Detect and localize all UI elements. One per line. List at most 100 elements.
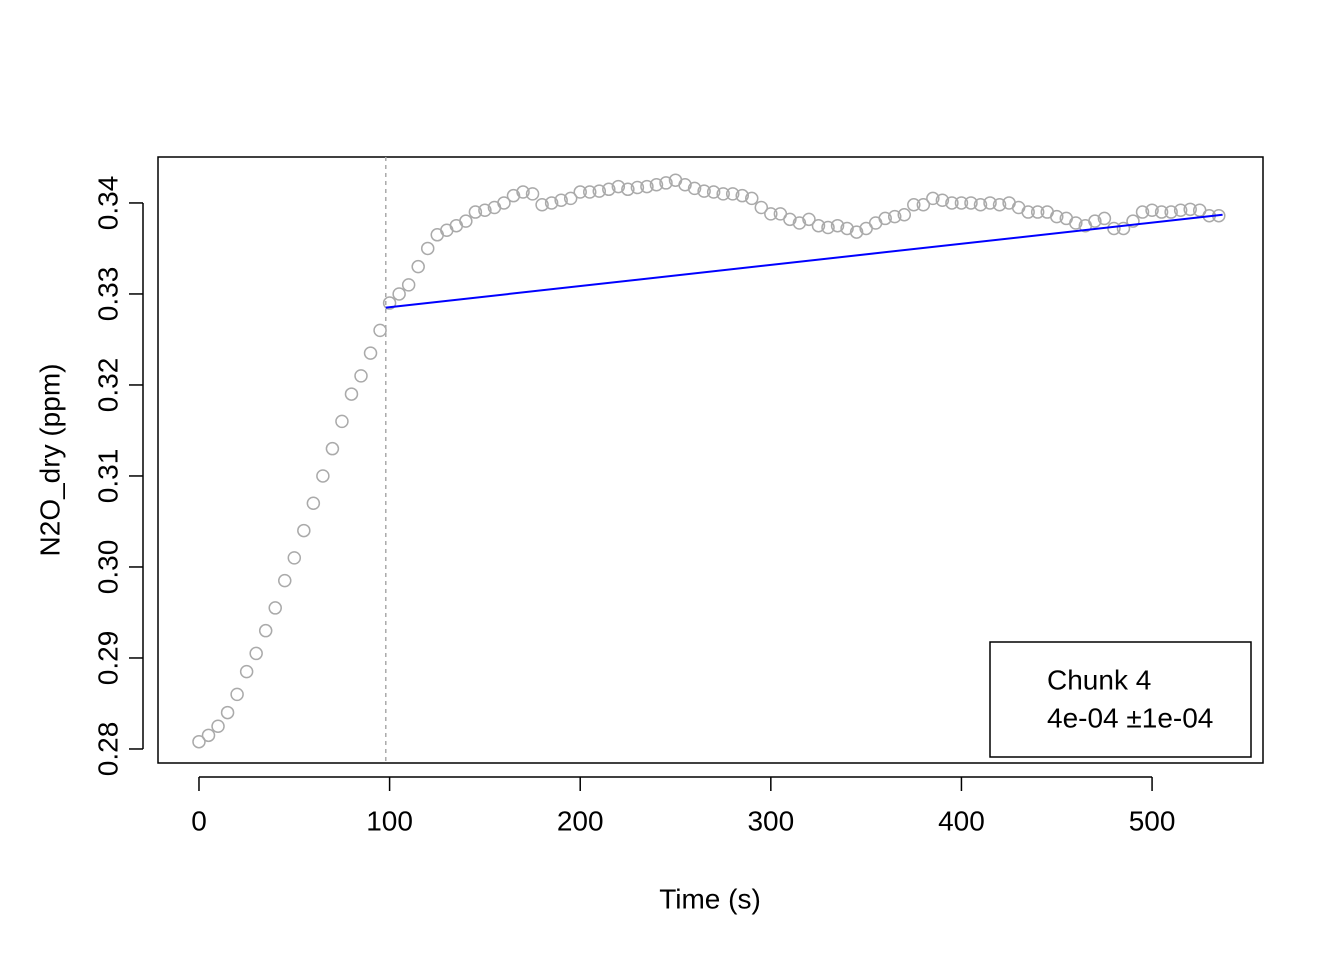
y-tick-label: 0.32: [92, 358, 123, 413]
legend-box: [989, 641, 1252, 758]
data-point: [1030, 205, 1045, 219]
data-point: [278, 573, 292, 588]
plot-box: [157, 156, 1264, 764]
data-point: [316, 469, 330, 483]
data-point: [764, 207, 778, 221]
data-point: [563, 191, 578, 206]
data-point: [954, 196, 969, 210]
data-point: [478, 203, 492, 217]
data-point: [887, 209, 902, 224]
data-point: [849, 225, 864, 239]
data-point: [544, 196, 559, 210]
data-point: [964, 196, 978, 210]
x-tick-label: 0: [191, 805, 207, 836]
data-point: [611, 179, 626, 194]
y-tick-label: 0.29: [92, 631, 123, 686]
data-point: [354, 369, 368, 383]
data-point: [754, 200, 769, 215]
legend-text: 4e-04 ±1e-04: [1047, 702, 1213, 733]
y-tick-label: 0.28: [92, 722, 123, 777]
data-point: [516, 185, 530, 199]
x-tick-label: 400: [938, 805, 985, 836]
data-point: [602, 182, 616, 197]
data-point: [268, 601, 282, 615]
data-point: [1069, 216, 1083, 230]
data-point: [1116, 221, 1131, 236]
data-point: [287, 551, 302, 565]
data-point: [382, 296, 397, 310]
data-point: [935, 193, 950, 207]
data-point: [230, 687, 244, 702]
data-point: [239, 664, 254, 679]
data-point: [821, 220, 835, 235]
legend-text: Chunk 4: [1047, 664, 1151, 695]
data-point: [725, 187, 740, 201]
data-point: [983, 196, 997, 210]
data-point: [973, 198, 988, 212]
data-point: [783, 212, 797, 227]
y-tick-label: 0.31: [92, 449, 123, 504]
data-point: [468, 205, 483, 219]
data-point: [363, 346, 378, 360]
y-axis-label: N2O_dry (ppm): [34, 364, 65, 557]
data-point: [373, 323, 387, 338]
data-point: [1021, 205, 1035, 219]
data-point: [1088, 214, 1102, 228]
x-tick-label: 300: [747, 805, 794, 836]
data-point: [392, 287, 406, 301]
data-point: [344, 387, 359, 401]
data-point: [916, 198, 931, 212]
data-point: [1126, 214, 1140, 228]
data-point: [716, 187, 730, 201]
data-point: [1050, 209, 1064, 224]
data-point: [678, 178, 692, 192]
data-point: [525, 187, 540, 201]
data-point: [745, 191, 759, 206]
data-point: [640, 179, 654, 194]
data-point: [926, 191, 940, 206]
data-point: [897, 208, 912, 222]
x-tick-label: 100: [366, 805, 413, 836]
data-point: [554, 193, 568, 207]
data-point: [249, 646, 263, 661]
data-point: [907, 198, 921, 212]
data-point: [992, 198, 1007, 212]
data-point: [201, 728, 216, 743]
y-tick-label: 0.34: [92, 176, 123, 231]
data-point: [945, 196, 959, 210]
data-point: [1173, 203, 1188, 217]
data-point: [211, 719, 225, 733]
data-point: [830, 218, 845, 233]
data-point: [802, 212, 816, 227]
data-point: [1135, 205, 1150, 219]
data-point: [592, 184, 607, 198]
data-point: [582, 185, 597, 199]
data-point: [621, 182, 635, 197]
data-point: [1097, 211, 1112, 226]
data-point: [1145, 203, 1159, 217]
data-point: [335, 414, 349, 429]
data-point: [459, 214, 473, 228]
data-point: [811, 218, 826, 233]
x-tick-label: 200: [557, 805, 604, 836]
data-point: [220, 705, 235, 720]
data-point: [792, 216, 807, 230]
x-axis-label: Time (s): [659, 883, 761, 914]
data-point: [506, 188, 521, 203]
data-point: [297, 523, 311, 538]
data-point: [497, 196, 511, 210]
data-point: [840, 221, 854, 236]
fit-line: [385, 213, 1223, 309]
data-point: [401, 278, 416, 292]
y-tick-label: 0.30: [92, 540, 123, 595]
y-tick-label: 0.33: [92, 267, 123, 322]
data-point: [535, 198, 549, 212]
data-point: [735, 188, 749, 203]
data-point: [687, 181, 702, 196]
data-point: [649, 178, 664, 192]
data-point: [1164, 205, 1178, 219]
data-point: [258, 623, 273, 638]
data-point: [659, 176, 673, 190]
data-point: [420, 241, 435, 256]
